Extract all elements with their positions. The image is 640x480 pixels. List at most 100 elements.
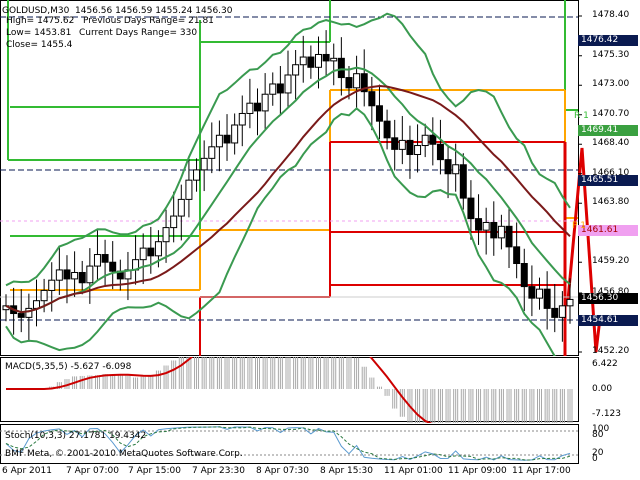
candle bbox=[353, 73, 361, 89]
copyright-text: BMF Meta, © 2001-2010 MetaQuotes Softwar… bbox=[5, 449, 243, 459]
candle bbox=[246, 102, 254, 114]
stoch-signal-line bbox=[5, 426, 571, 461]
candle bbox=[482, 221, 490, 231]
close-value: Close= 1455.4 bbox=[6, 40, 73, 50]
time-tick-label: 7 Apr 07:00 bbox=[66, 466, 119, 476]
stoch-tick-20: 20 bbox=[592, 448, 604, 458]
candle bbox=[292, 64, 300, 76]
moving-average bbox=[5, 84, 571, 314]
candle bbox=[231, 124, 239, 144]
candle bbox=[452, 164, 460, 175]
candle bbox=[551, 307, 559, 318]
candle bbox=[208, 146, 216, 159]
time-tick-label: 11 Apr 01:00 bbox=[384, 466, 443, 476]
candle bbox=[71, 271, 79, 280]
candle bbox=[109, 261, 117, 272]
price-tag: 1454.61 bbox=[578, 315, 638, 327]
candle bbox=[330, 57, 338, 62]
candle bbox=[254, 102, 262, 112]
candle bbox=[223, 134, 231, 144]
candle bbox=[170, 215, 178, 229]
candle bbox=[391, 137, 399, 150]
candle bbox=[86, 265, 94, 284]
candle bbox=[406, 139, 414, 156]
macd-tick-bottom: -7.123 bbox=[592, 409, 622, 419]
candle bbox=[193, 169, 201, 181]
candle bbox=[566, 298, 574, 307]
candle bbox=[429, 134, 437, 145]
pivot-level-label: P 1 bbox=[572, 221, 587, 231]
price-tag: 1465.51 bbox=[578, 175, 638, 187]
candle bbox=[284, 74, 292, 94]
bollinger-middle bbox=[5, 66, 571, 314]
candle bbox=[345, 77, 353, 89]
candle bbox=[17, 313, 25, 318]
high-value: High= 1475.62 bbox=[6, 16, 75, 26]
candle bbox=[314, 53, 322, 68]
symbol-quote-line: GOLDUSD,M30 1456.56 1456.59 1455.24 1456… bbox=[2, 6, 233, 16]
candle bbox=[497, 225, 505, 239]
price-tick-label: 1459.20 bbox=[592, 256, 630, 267]
price-tag: 1469.41 bbox=[578, 125, 638, 137]
low-value: Low= 1453.81 bbox=[6, 28, 72, 38]
candle bbox=[162, 227, 170, 243]
candle bbox=[185, 179, 193, 200]
candle bbox=[536, 288, 544, 299]
bollinger-upper bbox=[5, 12, 571, 287]
candle bbox=[215, 134, 223, 148]
candle bbox=[25, 307, 33, 318]
price-plot-frame bbox=[0, 0, 579, 356]
time-tick-label: 8 Apr 07:30 bbox=[256, 466, 309, 476]
price-chart-panel[interactable] bbox=[0, 0, 640, 356]
price-tag: 1476.42 bbox=[578, 35, 638, 47]
candle bbox=[383, 120, 391, 139]
macd-tick-zero: 0.00 bbox=[592, 384, 613, 394]
stoch-main-line bbox=[5, 426, 571, 461]
stoch-tick-80: 80 bbox=[592, 430, 604, 440]
price-tick-label: 1463.80 bbox=[592, 197, 630, 208]
price-tick-label: 1468.40 bbox=[592, 138, 630, 149]
macd-panel[interactable] bbox=[0, 357, 640, 423]
price-tag: 1461.61 bbox=[578, 225, 638, 237]
stochastic-label: Stoch(10,3,3) 27.1781 19.4342 bbox=[5, 431, 147, 441]
candle bbox=[93, 254, 101, 267]
candle bbox=[421, 134, 429, 147]
candle bbox=[505, 225, 513, 248]
candle bbox=[543, 288, 551, 309]
candle bbox=[513, 246, 521, 265]
previous-days-range: Previous Days Range= 21.81 bbox=[83, 16, 214, 26]
candle bbox=[139, 247, 147, 261]
candle bbox=[299, 56, 307, 66]
candle bbox=[558, 305, 566, 318]
candle bbox=[154, 241, 162, 257]
candle bbox=[261, 93, 269, 112]
time-tick-label: 11 Apr 09:00 bbox=[448, 466, 507, 476]
forecast-zigzag bbox=[566, 147, 602, 353]
time-tick-label: 6 Apr 2011 bbox=[2, 466, 52, 476]
time-tick-label: 11 Apr 17:00 bbox=[512, 466, 571, 476]
candle bbox=[337, 57, 345, 79]
stochastic-panel[interactable] bbox=[0, 424, 640, 464]
candle bbox=[459, 164, 467, 199]
stoch-tick-100: 100 bbox=[592, 424, 610, 434]
candle bbox=[147, 247, 155, 257]
r1-level-label: R 1 bbox=[574, 111, 589, 121]
price-tick-label: 1478.40 bbox=[592, 10, 630, 20]
candle bbox=[520, 263, 528, 288]
candle bbox=[307, 56, 315, 68]
candle bbox=[490, 221, 498, 239]
macd-tick-top: 6.422 bbox=[592, 359, 618, 369]
candle bbox=[238, 112, 246, 126]
candle bbox=[55, 269, 63, 281]
candle bbox=[101, 254, 109, 263]
candle bbox=[475, 218, 483, 231]
candle bbox=[78, 271, 86, 284]
stoch-plot-frame bbox=[0, 424, 579, 464]
price-tick-label: 1456.80 bbox=[592, 287, 630, 297]
bollinger-lower bbox=[5, 107, 557, 356]
current-days-range: Current Days Range= 330 bbox=[79, 28, 198, 38]
macd-signal-line bbox=[6, 357, 433, 423]
candle bbox=[436, 143, 444, 161]
candle bbox=[269, 83, 277, 95]
candle bbox=[375, 105, 383, 122]
